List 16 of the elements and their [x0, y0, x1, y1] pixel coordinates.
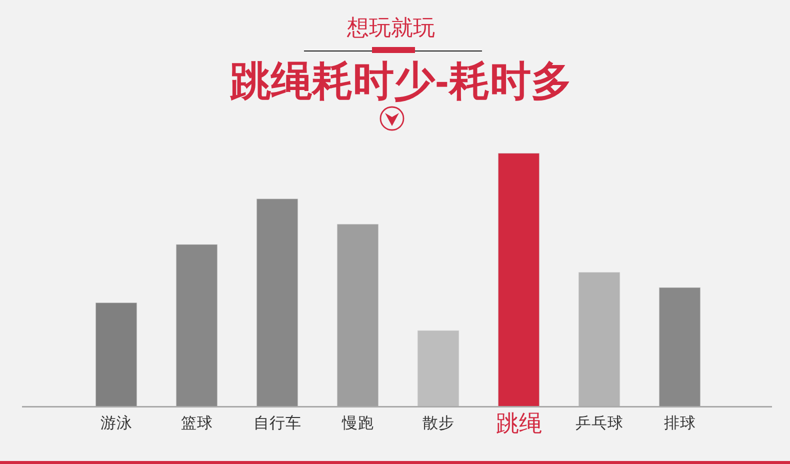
x-tick-label: 篮球 [180, 414, 213, 432]
x-tick-label: 跳绳 [496, 410, 542, 436]
bar [417, 330, 460, 407]
x-tick-label: 乒乓球 [575, 414, 624, 432]
x-tick-label: 排球 [664, 414, 696, 432]
x-tick-label: 散步 [422, 414, 454, 432]
bar [176, 244, 218, 407]
bar [256, 198, 298, 407]
chart-title: 跳绳耗时少-耗时多 [229, 58, 572, 104]
x-tick-label: 慢跑 [340, 415, 374, 432]
bar [658, 287, 701, 407]
bar [95, 302, 138, 407]
bar [498, 153, 540, 407]
x-tick-label: 游泳 [100, 414, 132, 432]
x-tick-label: 自行车 [253, 414, 302, 432]
chart-subtitle: 想玩就玩 [346, 15, 435, 40]
